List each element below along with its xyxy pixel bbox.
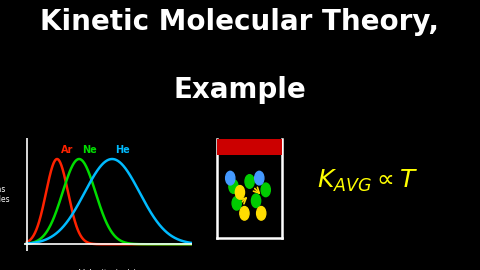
Circle shape [229,180,238,193]
Text: Kinetic Molecular Theory,: Kinetic Molecular Theory, [40,8,440,36]
Text: He: He [116,145,130,155]
Text: Velocity (m/s): Velocity (m/s) [79,269,137,270]
Text: # Gas
Particles: # Gas Particles [0,185,10,204]
Bar [217,139,282,155]
Circle shape [226,171,235,185]
Circle shape [232,197,241,210]
Circle shape [255,171,264,185]
Text: $\mathit{K}_{AVG} \propto \mathit{T}$: $\mathit{K}_{AVG} \propto \mathit{T}$ [317,167,418,194]
Circle shape [245,175,254,188]
Text: Ne: Ne [83,145,97,155]
Circle shape [240,207,249,220]
Circle shape [257,207,266,220]
Text: Example: Example [174,76,306,104]
Circle shape [235,185,244,199]
Circle shape [252,194,261,208]
Circle shape [261,183,270,197]
Text: Ar: Ar [60,145,73,155]
